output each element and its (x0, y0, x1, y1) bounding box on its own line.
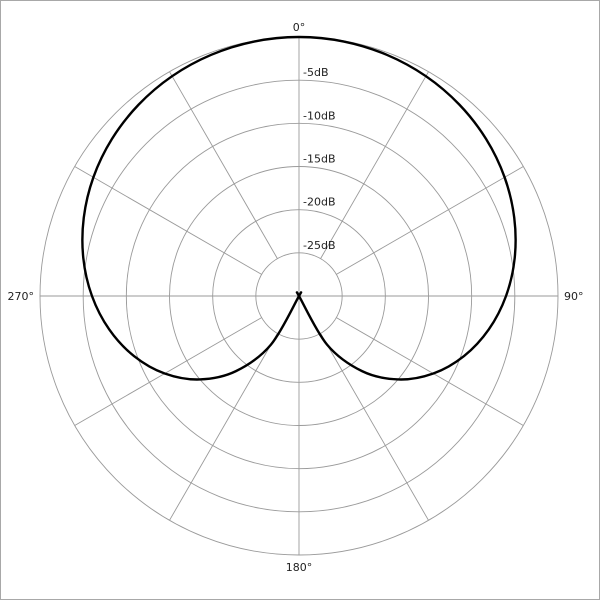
radial-tick-label: -5dB (303, 66, 329, 79)
grid-spoke (169, 71, 278, 259)
grid-spoke (336, 166, 524, 275)
grid-spoke (169, 333, 278, 521)
angle-label: 270° (8, 290, 35, 303)
grid-spoke (74, 317, 262, 426)
radial-tick-label: -25dB (303, 239, 336, 252)
radial-tick-label: -20dB (303, 196, 336, 209)
angle-label: 90° (564, 290, 584, 303)
polar-pattern-line (81, 35, 517, 381)
grid-spoke (320, 71, 429, 259)
angle-label: 180° (286, 561, 313, 574)
radial-tick-label: -15dB (303, 153, 336, 166)
grid-spoke (336, 317, 524, 426)
radial-tick-label: -10dB (303, 109, 336, 122)
grid-spoke (74, 166, 262, 275)
grid-spoke (320, 333, 429, 521)
angle-label: 0° (293, 21, 306, 34)
